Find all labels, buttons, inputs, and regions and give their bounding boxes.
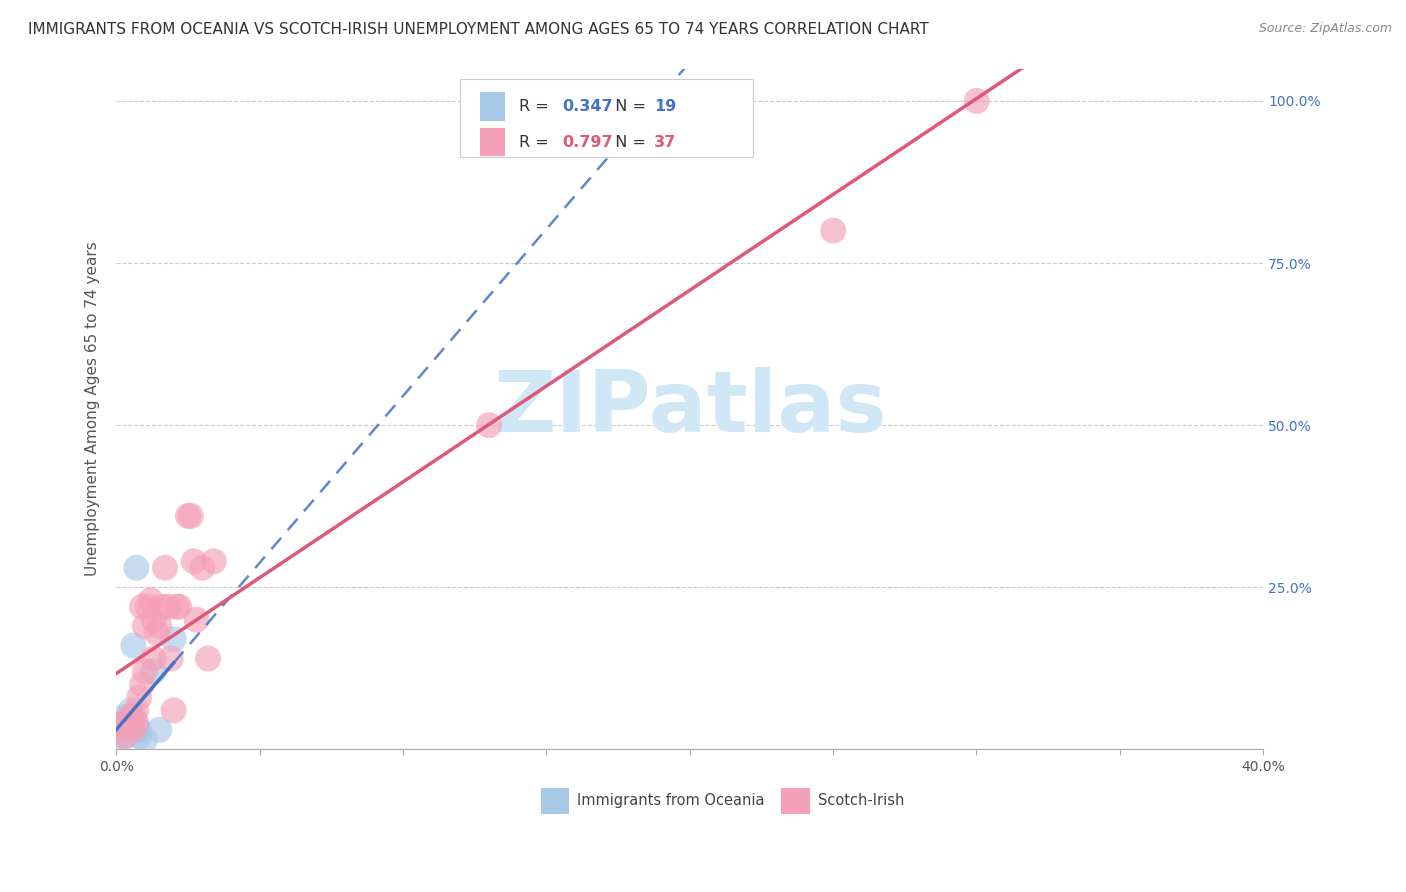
Point: [169, 599, 191, 614]
Point: [111, 723, 134, 737]
Point: [122, 723, 145, 737]
FancyBboxPatch shape: [541, 789, 569, 814]
Point: [128, 723, 150, 737]
Point: [191, 561, 214, 575]
Text: R =: R =: [519, 99, 554, 114]
FancyBboxPatch shape: [460, 78, 752, 157]
Y-axis label: Unemployment Among Ages 65 to 74 years: Unemployment Among Ages 65 to 74 years: [86, 242, 100, 576]
Point: [166, 599, 188, 614]
Point: [125, 561, 148, 575]
Point: [180, 508, 202, 523]
Point: [125, 723, 148, 737]
Text: N =: N =: [605, 99, 651, 114]
Point: [186, 613, 208, 627]
Point: [114, 716, 136, 731]
Point: [139, 593, 162, 607]
Point: [966, 94, 988, 108]
Point: [142, 651, 165, 665]
Point: [108, 729, 131, 743]
Text: Immigrants from Oceania: Immigrants from Oceania: [578, 793, 765, 808]
Text: R =: R =: [519, 135, 554, 150]
Text: IMMIGRANTS FROM OCEANIA VS SCOTCH-IRISH UNEMPLOYMENT AMONG AGES 65 TO 74 YEARS C: IMMIGRANTS FROM OCEANIA VS SCOTCH-IRISH …: [28, 22, 929, 37]
Point: [197, 651, 219, 665]
Point: [134, 732, 156, 747]
Point: [148, 723, 170, 737]
Point: [145, 625, 167, 640]
Point: [111, 716, 134, 731]
Point: [183, 554, 205, 568]
Text: Scotch-Irish: Scotch-Irish: [818, 793, 904, 808]
Text: 0.797: 0.797: [562, 135, 613, 150]
Point: [823, 224, 845, 238]
Point: [131, 599, 153, 614]
Point: [122, 639, 145, 653]
Point: [120, 710, 142, 724]
Point: [117, 716, 139, 731]
Point: [156, 599, 179, 614]
Point: [125, 703, 148, 717]
Point: [134, 619, 156, 633]
Point: [117, 723, 139, 737]
Point: [142, 613, 165, 627]
Point: [114, 729, 136, 743]
Point: [134, 665, 156, 679]
Point: [122, 710, 145, 724]
FancyBboxPatch shape: [479, 128, 505, 156]
Point: [150, 599, 173, 614]
Point: [478, 418, 501, 433]
Point: [136, 599, 159, 614]
Point: [162, 632, 184, 646]
Point: [111, 716, 134, 731]
Point: [131, 677, 153, 691]
FancyBboxPatch shape: [479, 93, 505, 121]
Text: Source: ZipAtlas.com: Source: ZipAtlas.com: [1258, 22, 1392, 36]
Point: [114, 723, 136, 737]
Point: [177, 508, 200, 523]
Point: [120, 703, 142, 717]
Point: [120, 710, 142, 724]
Point: [159, 651, 181, 665]
Point: [114, 729, 136, 743]
Point: [114, 710, 136, 724]
Point: [108, 723, 131, 737]
Text: 37: 37: [654, 135, 676, 150]
Text: N =: N =: [605, 135, 651, 150]
Point: [125, 716, 148, 731]
Point: [128, 729, 150, 743]
Point: [162, 703, 184, 717]
Point: [153, 561, 176, 575]
Point: [202, 554, 225, 568]
Text: 0.347: 0.347: [562, 99, 613, 114]
FancyBboxPatch shape: [782, 789, 810, 814]
Point: [128, 690, 150, 705]
Text: 19: 19: [654, 99, 676, 114]
Point: [148, 619, 170, 633]
Text: ZIPatlas: ZIPatlas: [494, 368, 887, 450]
Point: [142, 665, 165, 679]
